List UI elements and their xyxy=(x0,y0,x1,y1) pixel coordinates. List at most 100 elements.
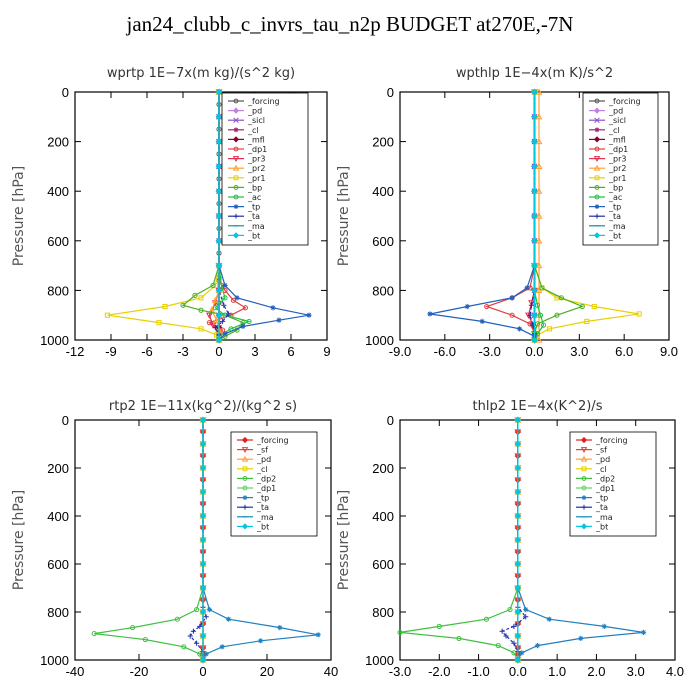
y-tick-label: 600 xyxy=(372,557,394,572)
data-point xyxy=(535,137,543,145)
x-tick-label: -6.0 xyxy=(434,344,456,359)
data-point xyxy=(199,656,207,664)
data-point xyxy=(531,237,538,245)
legend-label: _ma xyxy=(256,513,274,522)
legend-label: _tp xyxy=(595,494,608,503)
page-title: jan24_clubb_c_invrs_tau_n2p BUDGET at270… xyxy=(126,12,574,36)
y-tick-label: 0 xyxy=(62,85,69,100)
data-point xyxy=(509,295,515,301)
data-point xyxy=(535,162,543,169)
series-line xyxy=(484,92,536,340)
data-point xyxy=(531,336,538,344)
data-point xyxy=(230,297,236,303)
series-bt xyxy=(531,88,538,344)
legend-marker xyxy=(233,213,239,219)
data-point xyxy=(539,285,545,291)
legend-label: _dp1 xyxy=(608,145,628,154)
legend-marker xyxy=(593,107,601,114)
legend-marker xyxy=(581,485,587,491)
legend-marker xyxy=(594,127,600,133)
x-tick-label: -1.0 xyxy=(467,664,489,679)
legend-marker xyxy=(581,504,587,510)
chart-title: rtp2 1E−11x(kg^2)/(kg^2 s) xyxy=(109,399,297,414)
data-point xyxy=(436,623,442,629)
data-point xyxy=(579,303,585,310)
data-point xyxy=(535,187,543,194)
legend-marker xyxy=(581,495,587,500)
legend-label: _ta xyxy=(608,212,621,221)
data-point xyxy=(535,261,543,269)
data-point xyxy=(215,262,223,269)
data-point xyxy=(640,629,647,635)
series-ta xyxy=(499,417,529,663)
data-point xyxy=(636,311,642,317)
data-point xyxy=(142,637,148,643)
data-point xyxy=(205,312,213,319)
data-point xyxy=(215,311,223,319)
y-tick-label: 0 xyxy=(62,413,69,428)
y-tick-label: 400 xyxy=(372,184,394,199)
legend-marker xyxy=(233,146,239,152)
x-tick-label: 2.0 xyxy=(587,664,605,679)
legend-label: _pr1 xyxy=(247,174,265,183)
data-point xyxy=(523,614,529,620)
legend-label: _dp1 xyxy=(595,484,615,493)
data-point xyxy=(219,644,225,650)
data-point xyxy=(156,320,162,326)
y-axis-label: Pressure [hPa] xyxy=(11,166,27,266)
x-tick-label: 0 xyxy=(199,664,206,679)
legend-marker xyxy=(580,436,588,444)
x-tick-label: 9.0 xyxy=(660,344,678,359)
x-tick-label: 4.0 xyxy=(666,664,684,679)
data-point xyxy=(528,300,535,307)
x-tick-label: 0.0 xyxy=(525,344,543,359)
data-point xyxy=(199,584,207,592)
data-point xyxy=(199,440,207,448)
legend-label: _sicl xyxy=(247,116,265,125)
legend-marker xyxy=(594,204,600,209)
data-point xyxy=(516,326,523,332)
data-point xyxy=(212,305,218,311)
data-point xyxy=(546,616,552,622)
series-line xyxy=(181,92,244,341)
legend-label: _pr1 xyxy=(608,174,626,183)
y-tick-label: 0 xyxy=(387,85,394,100)
x-tick-label: 40 xyxy=(324,664,338,679)
data-point xyxy=(514,584,522,592)
data-point xyxy=(194,640,200,646)
legend-marker xyxy=(232,107,240,114)
data-point xyxy=(464,303,470,310)
y-tick-label: 400 xyxy=(47,509,69,524)
data-point xyxy=(514,656,522,664)
data-point xyxy=(540,322,547,328)
data-point xyxy=(483,616,490,622)
legend-label: _dp2 xyxy=(256,474,276,483)
legend-marker xyxy=(242,495,248,500)
series-dp1 xyxy=(484,89,538,343)
series-line xyxy=(94,420,204,661)
chart-thlp2: thlp2 1E−4x(K^2)/s Pressure [hPa] -3.0 -2.0… xyxy=(336,399,684,679)
data-point xyxy=(534,302,541,308)
data-point xyxy=(277,625,283,631)
data-point xyxy=(194,607,200,613)
data-point xyxy=(270,305,276,311)
data-point xyxy=(199,464,207,472)
data-point xyxy=(537,312,544,318)
data-point xyxy=(190,628,196,634)
data-point xyxy=(130,625,136,631)
data-point xyxy=(499,628,505,634)
series-line xyxy=(533,92,584,340)
chart-title: wpthlp 1E−4x(m K)/s^2 xyxy=(456,66,613,81)
data-point xyxy=(558,295,564,301)
data-point xyxy=(215,187,223,195)
y-tick-label: 200 xyxy=(372,135,394,150)
legend-marker xyxy=(593,164,601,171)
data-point xyxy=(215,113,223,121)
legend-label: _mfl xyxy=(247,135,265,144)
data-point xyxy=(197,623,203,629)
data-point xyxy=(531,212,538,220)
series-pr1 xyxy=(104,89,222,343)
legend: _forcing_pd_sicl_cl_mfl_dp1_pr3_pr2_pr1_… xyxy=(221,92,309,246)
legend-label: _tp xyxy=(256,494,269,503)
y-tick-label: 400 xyxy=(372,509,394,524)
